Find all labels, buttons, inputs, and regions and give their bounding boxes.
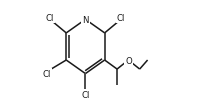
- Text: O: O: [125, 56, 132, 65]
- Text: Cl: Cl: [43, 69, 51, 78]
- Text: Cl: Cl: [81, 90, 90, 99]
- Text: Cl: Cl: [46, 14, 54, 23]
- Text: Cl: Cl: [117, 14, 125, 23]
- Text: N: N: [82, 16, 89, 25]
